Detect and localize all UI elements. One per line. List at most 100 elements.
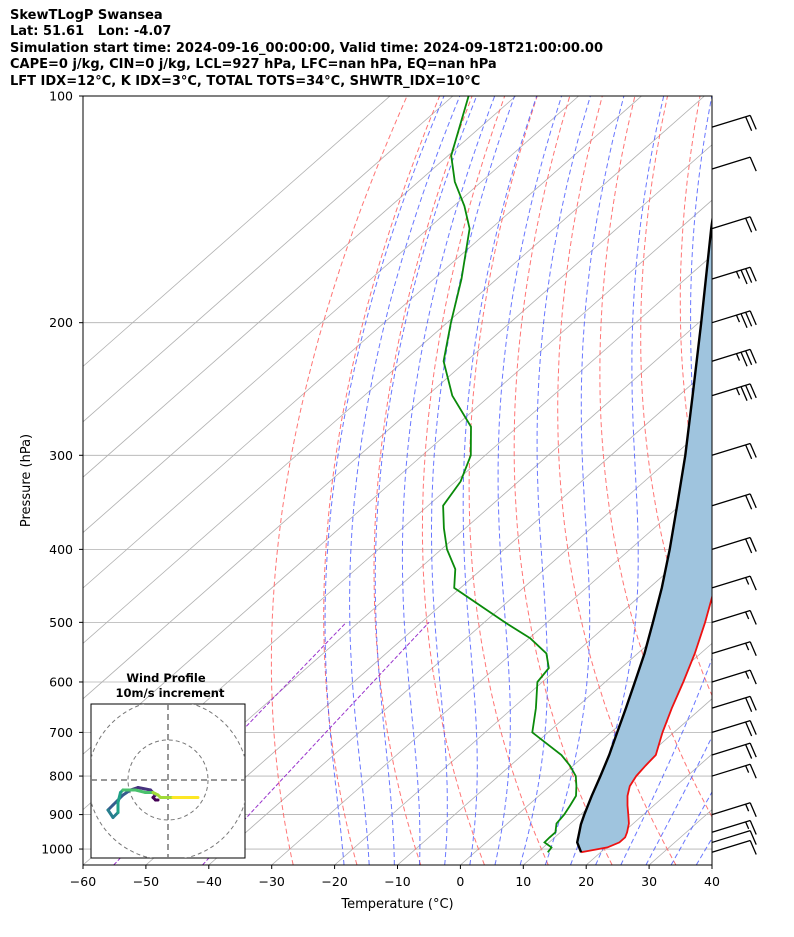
wind-barb — [711, 383, 757, 401]
barb-staff — [711, 641, 751, 655]
x-tick-label: −60 — [70, 874, 96, 889]
barb-flag — [745, 744, 753, 759]
mixing-ratio-line — [202, 622, 430, 865]
dry-adiabat-line — [373, 96, 473, 865]
barb-staff — [711, 114, 751, 128]
title-station: SkewTLogP Swansea — [10, 8, 163, 23]
wind-barb — [711, 266, 757, 285]
barb-staff — [711, 695, 751, 709]
mixing-ratio-line — [113, 622, 347, 865]
barb-half-flag — [735, 314, 741, 323]
y-tick-label: 100 — [49, 89, 73, 104]
parcel-line — [575, 214, 712, 853]
y-tick-label: 900 — [49, 807, 73, 822]
moist-adiabat-line — [462, 96, 538, 865]
dry-adiabat-line — [756, 96, 794, 865]
x-tick-label: −40 — [196, 874, 222, 889]
barb-half-flag — [745, 821, 750, 830]
hodograph-segment — [116, 791, 122, 804]
barb-flag — [740, 351, 748, 367]
barb-flag — [749, 802, 757, 818]
moist-adiabat-line — [324, 96, 445, 865]
barb-staff — [711, 575, 751, 589]
barb-flag — [749, 216, 757, 232]
wind-barb — [711, 742, 757, 759]
y-axis-ticks: 100 200 300 400 500 600 700 800 900 1000 — [41, 89, 83, 857]
barb-flag — [745, 538, 753, 554]
hodograph-segment — [136, 786, 152, 792]
barb-flag — [749, 840, 757, 855]
wind-barb — [711, 310, 757, 328]
barb-flag — [749, 310, 757, 326]
isotherm-line — [460, 642, 712, 865]
x-axis-ticks: −60 −50 −40 −30 −20 −10 0 10 20 30 40 — [70, 865, 720, 889]
barb-flag — [749, 669, 757, 685]
barb-flag — [749, 610, 757, 625]
barb-half-flag — [745, 611, 750, 620]
y-tick-label: 400 — [49, 542, 73, 557]
isotherm-line — [83, 96, 642, 589]
isotherm-line — [334, 532, 712, 865]
barb-half-flag — [745, 642, 750, 651]
title-location: Lat: 51.61 Lon: -4.07 — [10, 24, 172, 40]
moist-adiabat-line — [544, 96, 625, 865]
barb-flag — [749, 383, 757, 399]
background-lines — [83, 96, 794, 865]
isotherm-line — [775, 96, 794, 865]
isotherm-line — [208, 421, 712, 865]
barb-staff — [711, 442, 751, 456]
dry-adiabat-line — [557, 96, 677, 865]
cape-cin-shading — [577, 222, 712, 853]
wind-barb — [711, 493, 757, 510]
dry-adiabat-line — [679, 96, 712, 548]
dry-adiabat-line — [640, 96, 712, 697]
cape-cin-area — [577, 222, 712, 853]
y-tick-label: 700 — [49, 725, 73, 740]
dewpoint-line — [442, 96, 578, 853]
barb-flag — [745, 312, 753, 327]
barb-staff — [711, 536, 751, 550]
x-tick-label: −10 — [384, 874, 410, 889]
barb-flag — [749, 575, 757, 591]
wind-barb — [711, 536, 757, 554]
y-tick-label: 500 — [49, 615, 73, 630]
x-tick-label: 10 — [515, 874, 531, 889]
isotherm-line — [397, 587, 712, 865]
barb-half-flag — [745, 803, 750, 812]
x-tick-label: 20 — [578, 874, 594, 889]
barb-staff — [711, 742, 751, 756]
wind-barb — [711, 348, 757, 367]
title-indices-2: LFT IDX=12°C, K IDX=3°C, TOTAL TOTS=34°C… — [10, 73, 481, 89]
barb-half-flag — [745, 671, 750, 679]
hodograph-ring — [127, 739, 209, 821]
barb-flag — [749, 696, 757, 711]
barb-staff — [711, 216, 751, 230]
temperature-line — [580, 593, 712, 854]
moist-adiabat-line — [431, 96, 516, 865]
barb-flag — [740, 313, 748, 328]
barb-half-flag — [735, 353, 741, 361]
dry-adiabat-line — [468, 96, 549, 865]
wind-barb — [711, 442, 757, 460]
barb-flag — [745, 385, 753, 400]
barb-flag — [749, 763, 757, 779]
barb-flag — [745, 444, 753, 460]
barb-staff — [711, 802, 751, 816]
barb-flag — [740, 269, 748, 285]
title-times: Simulation start time: 2024-09-16_00:00:… — [10, 40, 603, 56]
wind-barb — [711, 114, 757, 132]
moist-adiabat-line — [349, 96, 461, 865]
wind-barb — [711, 575, 757, 591]
barb-half-flag — [745, 577, 750, 585]
barb-staff — [711, 383, 751, 397]
barb-staff — [711, 829, 751, 844]
barb-flag — [745, 495, 753, 510]
barb-staff — [711, 266, 751, 280]
wind-barb — [711, 695, 757, 713]
barb-staff — [711, 719, 751, 734]
barb-flag — [745, 721, 753, 737]
wind-barbs — [711, 114, 757, 855]
isotherm-line — [523, 698, 712, 865]
isotherm-line — [83, 96, 705, 644]
